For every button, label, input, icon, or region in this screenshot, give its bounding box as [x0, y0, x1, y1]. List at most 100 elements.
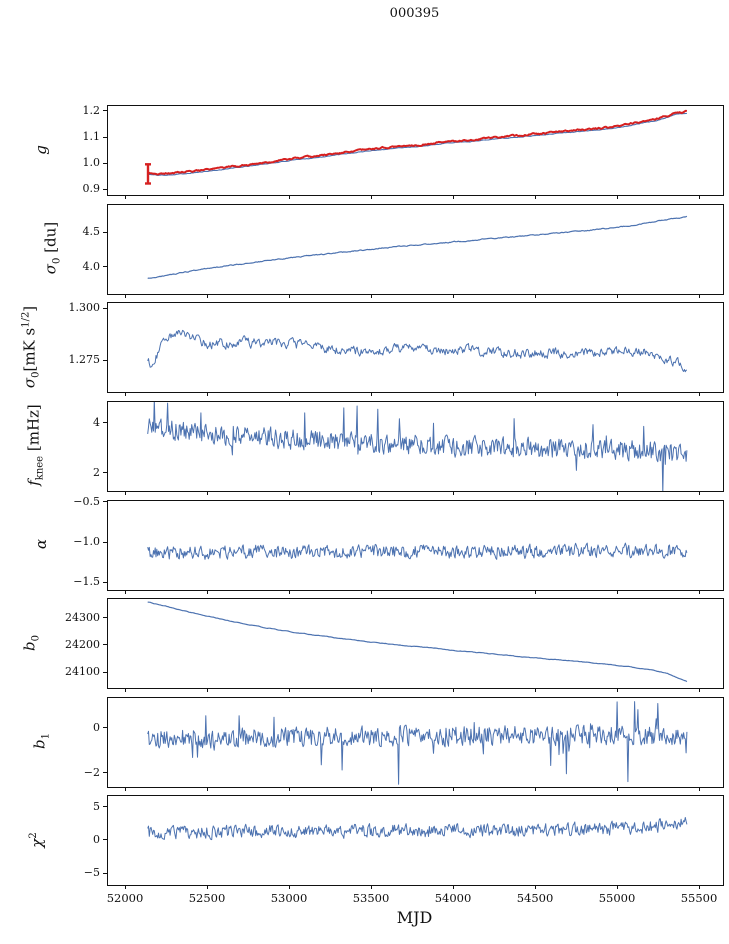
ytick-mark [103, 806, 107, 808]
xtick-mark [370, 293, 372, 298]
xtick-mark [534, 688, 536, 693]
xtick-mark [452, 195, 454, 199]
xtick-label: 55500 [680, 891, 718, 906]
xtick-mark [124, 786, 126, 791]
panel-plot-alpha [147, 542, 688, 560]
xtick-mark [206, 195, 208, 199]
ytick-mark [103, 162, 107, 164]
xtick-mark [452, 490, 454, 495]
xtick-mark [370, 195, 372, 199]
ytick-label: 24300 [65, 610, 100, 624]
panel-plot-sigma0-mks [147, 330, 688, 373]
xtick-mark [534, 490, 536, 495]
xtick-mark [616, 786, 618, 791]
y-axis-label-sigma0-mks: σ0[mK s1/2] [20, 305, 42, 388]
xtick-label: 53000 [270, 891, 308, 906]
xtick-mark [370, 688, 372, 693]
ytick-mark [103, 541, 107, 543]
ytick-mark [103, 231, 107, 233]
ytick-label: 4 [93, 415, 100, 429]
ytick-label: 1.2 [82, 103, 101, 117]
panel-sigma0-mks [107, 302, 724, 394]
ytick-mark [103, 501, 107, 503]
xtick-mark [616, 195, 618, 199]
xtick-mark [206, 293, 208, 298]
ytick-mark [103, 472, 107, 474]
xtick-mark [698, 392, 700, 397]
xtick-mark [288, 293, 290, 298]
series-sigma0-du [147, 215, 688, 279]
y-axis-label-g: g [32, 144, 50, 155]
panel-plot-sigma0-du [147, 215, 688, 279]
errorbar [145, 163, 151, 185]
panel-alpha [107, 499, 724, 591]
xtick-mark [452, 589, 454, 594]
xtick-mark [534, 392, 536, 397]
panel-g [107, 105, 724, 196]
xtick-label: 52000 [106, 891, 144, 906]
y-axis-label-b1: b1 [30, 733, 52, 750]
xtick-mark [288, 885, 290, 890]
panel-b1 [107, 696, 724, 788]
xtick-mark [698, 293, 700, 298]
ytick-label: −5 [83, 866, 100, 880]
xtick-mark [616, 688, 618, 693]
ytick-mark [103, 581, 107, 583]
ytick-label: −1.5 [73, 575, 100, 589]
xtick-mark [698, 885, 700, 890]
xtick-mark [206, 688, 208, 693]
xtick-mark [124, 688, 126, 693]
xtick-mark [534, 786, 536, 791]
ytick-label: 5 [93, 799, 100, 813]
series-b1 [147, 700, 688, 785]
xtick-mark [616, 490, 618, 495]
ytick-label: 2 [93, 465, 100, 479]
xtick-mark [452, 688, 454, 693]
ytick-mark [103, 772, 107, 774]
xtick-mark [698, 786, 700, 791]
ytick-mark [103, 422, 107, 424]
xtick-mark [698, 589, 700, 594]
ytick-label: 0.9 [82, 182, 101, 196]
panel-plot-fknee [147, 401, 688, 491]
xtick-mark [124, 392, 126, 397]
ytick-mark [103, 872, 107, 874]
xtick-label: 55000 [598, 891, 636, 906]
xtick-label: 54500 [516, 891, 554, 906]
ytick-mark [103, 266, 107, 268]
series-chi2 [147, 817, 688, 841]
ytick-mark [103, 110, 107, 112]
xtick-mark [288, 392, 290, 397]
xtick-mark [452, 786, 454, 791]
xtick-mark [206, 392, 208, 397]
xtick-mark [698, 688, 700, 693]
xtick-mark [124, 490, 126, 495]
xtick-mark [698, 195, 700, 199]
panel-chi2 [107, 795, 724, 887]
xtick-label: 53500 [352, 891, 390, 906]
ytick-mark [103, 839, 107, 841]
xtick-mark [534, 885, 536, 890]
xtick-mark [616, 293, 618, 298]
xtick-mark [124, 885, 126, 890]
xtick-label: 52500 [188, 891, 226, 906]
series-fknee [147, 401, 688, 491]
ytick-label: 24200 [65, 637, 100, 651]
ytick-label: −1.0 [73, 535, 100, 549]
xtick-mark [616, 589, 618, 594]
ytick-label: 1.275 [68, 353, 101, 367]
xtick-mark [206, 589, 208, 594]
ytick-label: 0 [93, 832, 100, 846]
ytick-mark [103, 307, 107, 309]
xtick-mark [370, 786, 372, 791]
panel-plot-g [145, 109, 688, 185]
ytick-mark [103, 671, 107, 673]
ytick-mark [103, 727, 107, 729]
xtick-mark [452, 885, 454, 890]
ytick-mark [103, 644, 107, 646]
ytick-label: −2 [83, 765, 100, 779]
ytick-label: −0.5 [73, 494, 100, 508]
ytick-mark [103, 359, 107, 361]
xtick-mark [534, 293, 536, 298]
xtick-mark [206, 786, 208, 791]
